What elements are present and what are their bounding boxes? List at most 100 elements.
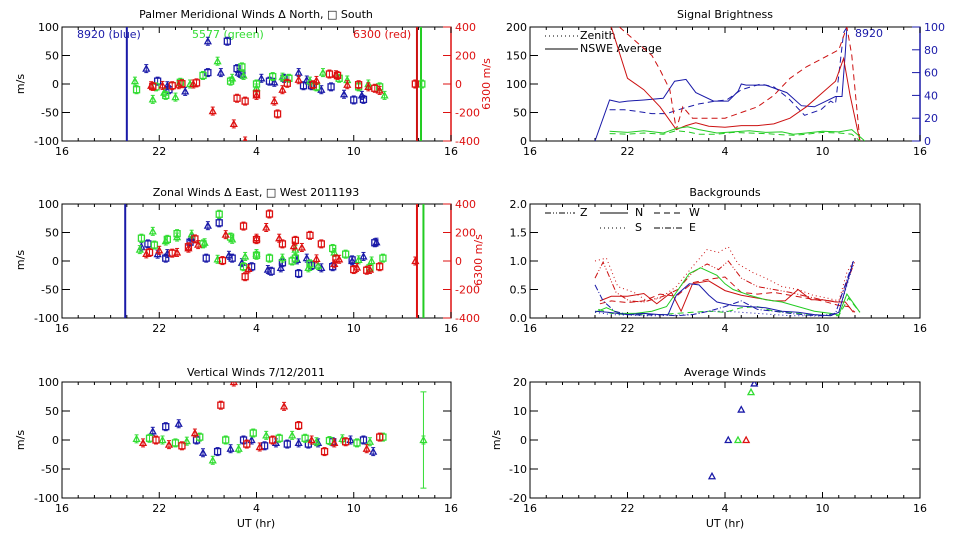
average-point-triangle	[750, 382, 759, 387]
backgrounds-xtick-label: 4	[722, 322, 729, 335]
meridional-xtick-label: 4	[253, 145, 260, 158]
brightness-ytick-label: 150	[506, 50, 527, 63]
brightness-ytick-label: 50	[513, 107, 527, 120]
meridional-ytick-label: 100	[38, 21, 59, 34]
vertical-point-square	[178, 442, 186, 450]
meridional-point-square	[192, 79, 201, 87]
brightness-y2tick-label: 60	[924, 67, 938, 80]
zonal-point-square	[215, 219, 223, 227]
zonal-xtick-label: 16	[55, 322, 69, 335]
zonal-y2tick-label: -200	[455, 284, 480, 297]
zonal-xtick-label: 16	[444, 322, 458, 335]
vertical-point-square	[294, 421, 303, 430]
meridional-point-triangle	[294, 68, 303, 76]
meridional-point-square	[283, 79, 291, 87]
zonal-point-square	[215, 210, 223, 218]
brightness-ytick-label: 0	[520, 135, 527, 148]
vertical-point-triangle	[369, 447, 378, 455]
annotation-5577-green: 5577 (green)	[192, 28, 264, 41]
zonal-y2tick-label: -400	[455, 312, 480, 325]
meridional-point-square	[168, 82, 176, 90]
vertical-point-square	[341, 438, 350, 446]
zonal-point-triangle	[155, 245, 164, 254]
zonal-point-square	[265, 210, 274, 218]
zonal-point-triangle	[184, 243, 193, 252]
meridional-point-square	[238, 63, 246, 71]
legend-w-label: W	[689, 206, 700, 219]
brightness-xtick-label: 16	[913, 145, 927, 158]
meridional-point-triangle	[270, 77, 279, 86]
zonal-point-triangle	[330, 259, 339, 267]
vertical-xlabel: UT (hr)	[237, 517, 275, 530]
zonal-point-square	[294, 269, 303, 278]
zonal-point-triangle	[194, 240, 203, 248]
legend-z-label: Z	[580, 206, 588, 219]
average-xlabel: UT (hr)	[706, 517, 744, 530]
average-point-triangle	[724, 435, 733, 444]
brightness-y2tick-label: 80	[924, 44, 938, 57]
zonal-y2tick-label: 0	[455, 255, 462, 268]
vertical-point-triangle	[330, 438, 339, 447]
meridional-y2tick-label: -400	[455, 135, 480, 148]
zonal-point-triangle	[142, 249, 151, 258]
zonal-point-square	[163, 235, 172, 243]
meridional-point-triangle	[339, 89, 349, 98]
vertical-xtick-label: 16	[55, 502, 69, 515]
vertical-point-square	[162, 423, 170, 431]
vertical-point-triangle	[288, 431, 297, 439]
meridional-point-square	[178, 80, 186, 88]
meridional-point-triangle	[148, 95, 157, 103]
meridional-point-triangle	[213, 56, 222, 65]
zonal-point-triangle	[276, 263, 285, 271]
brightness-ytick-label: 200	[506, 21, 527, 34]
average-xtick-label: 16	[913, 502, 927, 515]
meridional-point-triangle	[242, 136, 248, 141]
zonal-point-square	[341, 250, 350, 258]
zonal-point-square	[239, 263, 248, 271]
zonal-point-triangle	[148, 227, 157, 235]
vertical-point-triangle	[365, 437, 375, 445]
zonal-point-triangle	[297, 243, 306, 251]
zonal-point-triangle	[221, 230, 230, 238]
zonal-point-square	[145, 248, 154, 257]
meridional-point-square	[327, 83, 335, 91]
zonal-point-triangle	[228, 234, 237, 243]
backgrounds-ytick-label: 1.5	[510, 227, 528, 240]
vertical-point-triangle	[158, 435, 167, 444]
meridional-point-square	[223, 37, 231, 45]
zonal-point-triangle	[411, 256, 420, 265]
vertical-point-square	[269, 436, 277, 444]
average-ytick-label: 0	[520, 434, 527, 447]
zonal-point-square	[278, 240, 287, 248]
backgrounds-panel: 16 22 4 10 16 2.0 1.5 1.0 0.5 0.0	[510, 198, 928, 335]
zonal-point-square	[267, 267, 275, 275]
meridional-point-triangle	[278, 85, 287, 93]
vertical-point-triangle	[229, 382, 238, 386]
zonal-frame	[61, 203, 452, 319]
meridional-point-square	[411, 80, 419, 88]
backgrounds-xtick-label: 16	[523, 322, 537, 335]
vertical-point-square	[376, 433, 384, 441]
meridional-point-triangle	[216, 68, 225, 76]
meridional-point-triangle	[208, 106, 217, 115]
vertical-point-triangle	[174, 419, 183, 427]
backgrounds-series-line	[599, 280, 854, 313]
meridional-point-triangle	[312, 76, 321, 84]
meridional-plot-area	[125, 27, 426, 141]
meridional-point-square	[132, 86, 141, 94]
vertical-point-square	[213, 447, 222, 456]
meridional-title: Palmer Meridional Winds Δ North, □ South	[139, 8, 373, 21]
average-xtick-label: 10	[816, 502, 830, 515]
zonal-point-triangle	[289, 241, 298, 250]
brightness-series-line	[609, 130, 861, 141]
vertical-point-square	[249, 429, 257, 437]
meridional-point-triangle	[294, 75, 303, 83]
backgrounds-series-line	[594, 260, 854, 317]
meridional-point-triangle	[203, 36, 212, 45]
zonal-panel: 16 22 4 10 16 100 50 0 -50 -100 400 200 0 -200 -400	[34, 198, 480, 335]
meridional-point-triangle	[343, 80, 352, 88]
zonal-point-triangle	[365, 265, 375, 273]
zonal-point-square	[376, 263, 384, 271]
vertical-point-triangle	[255, 442, 264, 451]
